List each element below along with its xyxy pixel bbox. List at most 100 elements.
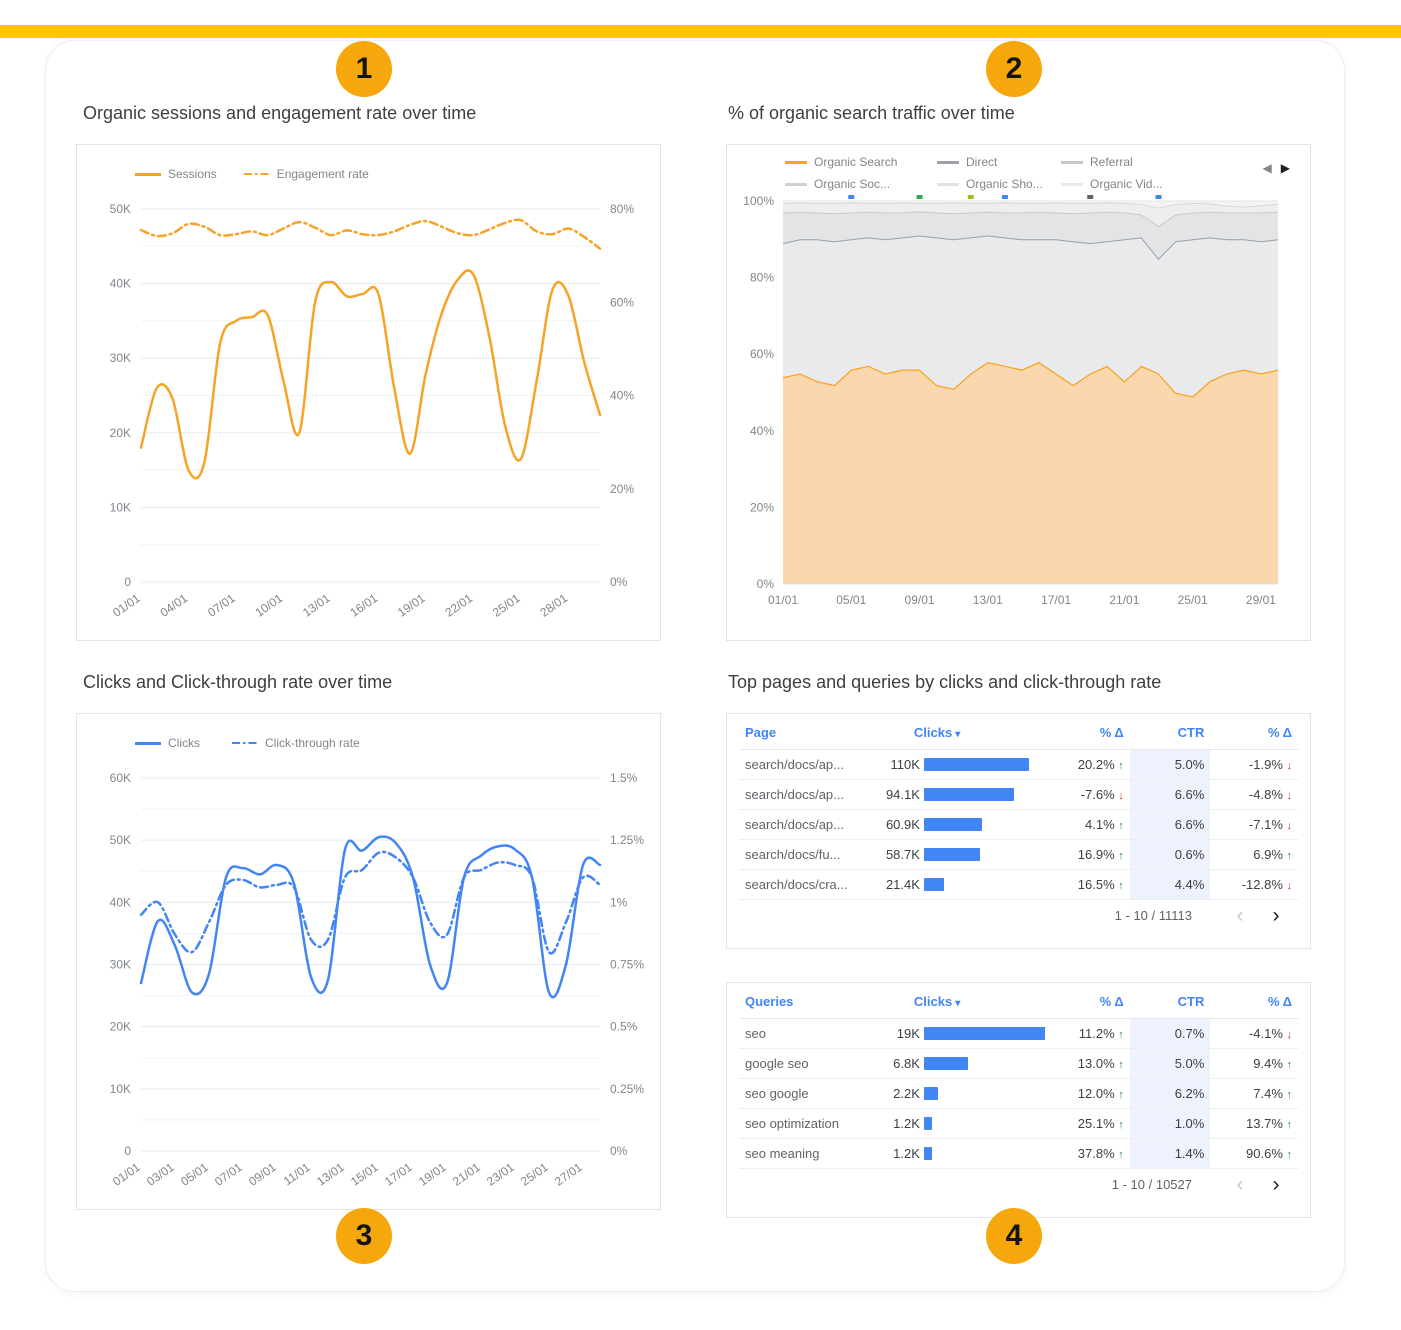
table-row: search/docs/ap... 94.1K -7.6% ↓ 6.6% -4.8% ↓ <box>739 779 1298 810</box>
legend-item-organic-social[interactable]: Organic Soc... <box>785 177 937 191</box>
row-label: seo google <box>739 1078 868 1109</box>
clicks-bar-icon <box>923 848 980 861</box>
prev-page-icon[interactable]: ‹ <box>1236 1172 1244 1196</box>
svg-text:29/01: 29/01 <box>1246 593 1276 607</box>
row-clicks: 1.2K <box>867 1108 1046 1139</box>
row-clicks-delta: 37.8% ↑ <box>1045 1138 1130 1169</box>
col-header-page[interactable]: Page <box>739 716 868 750</box>
row-clicks: 94.1K <box>867 779 1046 810</box>
svg-text:21/01: 21/01 <box>450 1160 483 1189</box>
col-header-clicks[interactable]: Clicks ▾ <box>867 985 1046 1019</box>
clicks-value: 1.2K <box>893 1116 920 1131</box>
clicks-bar-icon <box>923 758 1029 771</box>
svg-text:21/01: 21/01 <box>1109 593 1139 607</box>
table-row: search/docs/ap... 110K 20.2% ↑ 5.0% -1.9% ↓ <box>739 749 1298 780</box>
next-page-icon[interactable]: › <box>1272 1172 1280 1196</box>
legend-item-referral[interactable]: Referral <box>1061 155 1193 169</box>
line-sample-icon <box>937 160 959 164</box>
svg-text:01/01: 01/01 <box>110 1160 143 1189</box>
svg-text:13/01: 13/01 <box>314 1160 347 1189</box>
table-row: search/docs/ap... 60.9K 4.1% ↑ 6.6% -7.1% ↓ <box>739 809 1298 840</box>
legend-item-organic-video[interactable]: Organic Vid... <box>1061 177 1193 191</box>
svg-text:40%: 40% <box>750 424 774 438</box>
row-ctr-delta: 7.4% ↑ <box>1210 1078 1298 1109</box>
col-header-queries[interactable]: Queries <box>739 985 868 1019</box>
table-row: seo google 2.2K 12.0% ↑ 6.2% 7.4% ↑ <box>739 1078 1298 1109</box>
row-ctr: 0.7% <box>1129 1018 1211 1049</box>
legend-item-sessions[interactable]: Sessions <box>135 167 217 181</box>
arrow-up-icon: ↑ <box>1118 880 1124 892</box>
row-clicks: 110K <box>867 749 1046 780</box>
legend-item-ctr[interactable]: Click-through rate <box>232 736 360 750</box>
svg-text:10K: 10K <box>110 1082 131 1096</box>
legend-item-organic-search[interactable]: Organic Search <box>785 155 937 169</box>
row-ctr: 5.0% <box>1129 1048 1211 1079</box>
row-label: seo optimization <box>739 1108 868 1139</box>
svg-text:23/01: 23/01 <box>484 1160 517 1189</box>
svg-text:05/01: 05/01 <box>836 593 866 607</box>
svg-text:0%: 0% <box>610 1144 628 1158</box>
table-header-row: Page Clicks ▾ % Δ CTR % Δ <box>739 716 1298 750</box>
row-label: search/docs/fu... <box>739 839 868 870</box>
pagination-range: 1 - 10 / 10527 <box>1111 1177 1192 1192</box>
clicks-value: 2.2K <box>893 1086 920 1101</box>
traffic-chart-title: % of organic search traffic over time <box>728 103 1015 123</box>
svg-text:13/01: 13/01 <box>300 591 333 620</box>
row-clicks-delta: 16.9% ↑ <box>1045 839 1130 870</box>
row-ctr: 6.2% <box>1129 1078 1211 1109</box>
legend-prev-icon[interactable]: ◀ <box>1262 161 1272 175</box>
tables-section-title: Top pages and queries by clicks and clic… <box>728 672 1162 692</box>
svg-text:60%: 60% <box>610 295 634 309</box>
svg-text:10K: 10K <box>110 500 131 514</box>
legend-item-direct[interactable]: Direct <box>937 155 1061 169</box>
svg-text:17/01: 17/01 <box>382 1160 415 1189</box>
svg-text:01/01: 01/01 <box>768 593 798 607</box>
col-header-ctr[interactable]: CTR <box>1129 716 1211 750</box>
sort-desc-icon: ▾ <box>955 729 961 740</box>
table-row: seo optimization 1.2K 25.1% ↑ 1.0% 13.7% ↑ <box>739 1108 1298 1139</box>
row-clicks-delta: 25.1% ↑ <box>1045 1108 1130 1139</box>
next-page-icon[interactable]: › <box>1272 903 1280 927</box>
arrow-up-icon: ↑ <box>1118 820 1124 832</box>
col-header-clicks[interactable]: Clicks ▾ <box>867 716 1046 750</box>
clicks-value: 19K <box>896 1026 920 1041</box>
clicks-value: 60.9K <box>885 817 920 832</box>
legend-item-organic-shopping[interactable]: Organic Sho... <box>937 177 1061 191</box>
annotation-badge-2: 2 <box>986 41 1042 97</box>
legend-next-icon[interactable]: ▶ <box>1280 161 1290 175</box>
legend-pagination: ◀ ▶ <box>1263 161 1290 175</box>
svg-text:09/01: 09/01 <box>246 1160 279 1189</box>
legend-item-clicks[interactable]: Clicks <box>135 736 200 750</box>
line-sample-icon <box>1061 182 1083 186</box>
row-label: search/docs/ap... <box>739 809 868 840</box>
col-header-clicks-delta[interactable]: % Δ <box>1045 716 1130 750</box>
row-label: search/docs/cra... <box>739 869 868 900</box>
svg-text:30K: 30K <box>110 351 131 365</box>
clicks-chart-panel: 0 10K 20K 30K 40K 50K 60K 0% 0.25% 0.5% 0.75% 1% 1.2… <box>76 713 661 1210</box>
prev-page-icon[interactable]: ‹ <box>1236 903 1244 927</box>
clicks-value: 110K <box>890 757 920 772</box>
col-header-ctr[interactable]: CTR <box>1129 985 1211 1019</box>
sessions-chart-title: Organic sessions and engagement rate ove… <box>83 103 477 123</box>
traffic-chart-panel: 0% 20% 40% 60% 80% 100% 01/01 05/01 09/01 13/01 17… <box>726 144 1311 641</box>
clicks-bar-icon <box>923 818 983 831</box>
col-header-ctr-delta[interactable]: % Δ <box>1210 985 1298 1019</box>
svg-text:0: 0 <box>124 1144 131 1158</box>
row-clicks-delta: 12.0% ↑ <box>1045 1078 1130 1109</box>
sort-desc-icon: ▾ <box>955 998 961 1009</box>
col-header-clicks-delta[interactable]: % Δ <box>1045 985 1130 1019</box>
svg-text:80%: 80% <box>610 202 634 216</box>
svg-text:0: 0 <box>124 575 131 589</box>
arrow-up-icon: ↑ <box>1118 1029 1124 1041</box>
legend-item-engagement-rate[interactable]: Engagement rate <box>243 167 369 181</box>
top-queries-table: Queries Clicks ▾ % Δ CTR % Δ seo 19K 11.2% … <box>726 982 1311 1218</box>
clicks-bar-icon <box>923 1057 968 1070</box>
row-clicks: 60.9K <box>867 809 1046 840</box>
sessions-chart-panel: 0 10K 20K 30K 40K 50K 0% 20% 40% 60% 80% 01/01 04/01… <box>76 144 661 641</box>
row-ctr-delta: -4.8% ↓ <box>1210 779 1298 810</box>
arrow-up-icon: ↑ <box>1118 850 1124 862</box>
col-header-ctr-delta[interactable]: % Δ <box>1210 716 1298 750</box>
annotation-badge-3: 3 <box>336 1208 392 1264</box>
pages-pagination: 1 - 10 / 11113 ‹ › <box>739 900 1298 931</box>
row-ctr-delta: 90.6% ↑ <box>1210 1138 1298 1169</box>
